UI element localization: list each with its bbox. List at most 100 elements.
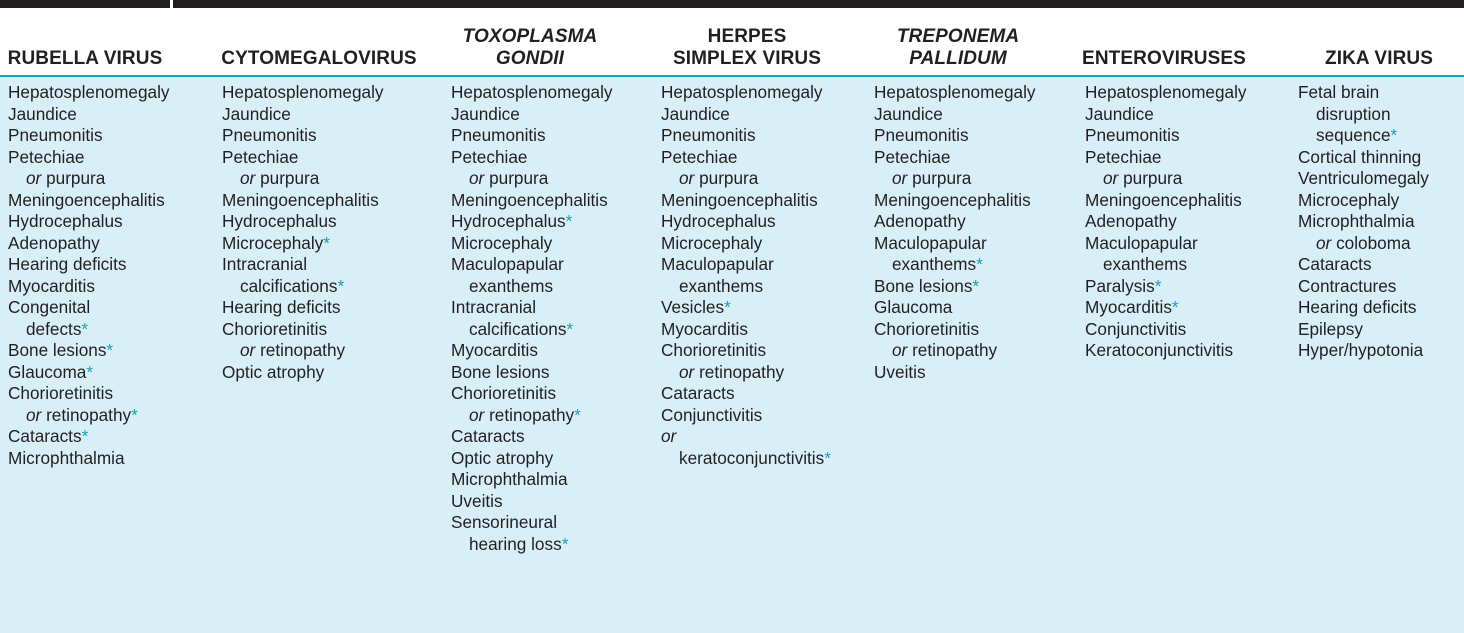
finding-item: Optic atrophy bbox=[222, 362, 383, 384]
finding-item: Jaundice bbox=[8, 104, 169, 126]
finding-line-text: Pneumonitis bbox=[1085, 125, 1180, 145]
finding-text: Hearing deficits bbox=[8, 254, 169, 276]
finding-line-text: Meningoencephalitis bbox=[222, 189, 379, 210]
finding-text: Optic atrophy bbox=[451, 448, 612, 470]
asterisk-marker: * bbox=[724, 297, 731, 317]
finding-text: Hearing deficits bbox=[1298, 297, 1429, 319]
finding-item: Maculopapular exanthems bbox=[661, 254, 831, 297]
finding-text: Microcephaly bbox=[661, 233, 831, 255]
finding-continuation: sequence* bbox=[1298, 125, 1429, 147]
finding-continuation: or retinopathy bbox=[661, 362, 831, 384]
finding-line-text: Hearing deficits bbox=[1298, 297, 1417, 317]
finding-line-text: or purpura bbox=[892, 168, 971, 188]
or-conjunction: or bbox=[240, 168, 256, 188]
finding-text: Petechiae bbox=[874, 147, 1035, 169]
finding-line-text: Microphthalmia bbox=[451, 469, 568, 489]
finding-text: Maculopapular bbox=[451, 254, 612, 276]
finding-item: Cataracts* bbox=[8, 426, 169, 448]
finding-text: Petechiae bbox=[1085, 147, 1246, 169]
finding-continuation: or coloboma bbox=[1298, 233, 1429, 255]
finding-item: Hyper/hypotonia bbox=[1298, 340, 1429, 362]
finding-item: Petechiae or purpura bbox=[222, 147, 383, 190]
finding-line-text: sequence bbox=[1316, 125, 1391, 145]
finding-item: Myocarditis* bbox=[1085, 297, 1246, 319]
finding-line-text: Jaundice bbox=[222, 103, 291, 124]
table-header-row: RUBELLA VIRUS CYTOMEGALOVIRUS TOXOPLASMA GO… bbox=[0, 8, 1464, 75]
finding-line-text: Maculopapular bbox=[874, 232, 987, 253]
finding-text: Hydrocephalus bbox=[222, 211, 383, 233]
or-conjunction: or bbox=[1316, 232, 1332, 253]
finding-text: Microcephaly* bbox=[222, 233, 383, 255]
finding-item: Bone lesions bbox=[451, 362, 612, 384]
finding-line-text: Microcephaly bbox=[1298, 189, 1400, 210]
finding-line-text: Meningoencephalitis bbox=[1085, 189, 1242, 210]
column-zika-virus: Fetal brain disruption sequence* Cortical t… bbox=[1298, 82, 1429, 362]
finding-line-text: exanthems bbox=[892, 254, 977, 274]
finding-line-text: Hydrocephalus bbox=[222, 211, 337, 231]
finding-item: Keratoconjunctivitis bbox=[1085, 340, 1246, 362]
finding-item: Uveitis bbox=[451, 491, 612, 513]
column-header-line: SIMPLEX VIRUS bbox=[672, 48, 822, 69]
header-rule bbox=[0, 75, 1464, 77]
finding-line-text: or retinopathy bbox=[679, 362, 784, 382]
finding-line-text: Hepatosplenomegaly bbox=[451, 82, 613, 102]
finding-text: Meningoencephalitis bbox=[222, 190, 383, 212]
finding-line-text: Hepatosplenomegaly bbox=[222, 82, 384, 102]
finding-line-text: Hepatosplenomegaly bbox=[1085, 82, 1247, 102]
asterisk-marker: * bbox=[976, 254, 983, 274]
finding-text: Contractures bbox=[1298, 276, 1429, 298]
top-border-bar bbox=[0, 0, 1464, 8]
finding-item: Pneumonitis bbox=[8, 125, 169, 147]
top-border-notch bbox=[170, 0, 173, 8]
finding-text: Hydrocephalus bbox=[661, 211, 831, 233]
finding-line-text: Jaundice bbox=[874, 103, 943, 124]
finding-text: Optic atrophy bbox=[222, 362, 383, 384]
finding-text: Cortical thinning bbox=[1298, 147, 1429, 169]
finding-line-text: Petechiae bbox=[451, 146, 528, 167]
finding-line-text: Cortical thinning bbox=[1298, 146, 1422, 167]
finding-text: Congenital bbox=[8, 297, 169, 319]
finding-item: Maculopapular exanthems bbox=[1085, 233, 1246, 276]
finding-text: Intracranial bbox=[451, 297, 612, 319]
finding-line-text: Pneumonitis bbox=[451, 125, 546, 145]
finding-text: Myocarditis bbox=[661, 319, 831, 341]
finding-line-text: Microcephaly bbox=[661, 232, 763, 253]
finding-item: Adenopathy bbox=[874, 211, 1035, 233]
asterisk-marker: * bbox=[323, 232, 330, 253]
column-header-treponema-pallidum: TREPONEMA PALLIDUM bbox=[818, 26, 1098, 70]
finding-line-text: Cataracts bbox=[451, 426, 525, 446]
finding-line-text: Jaundice bbox=[661, 103, 730, 124]
finding-line-text: Jaundice bbox=[8, 103, 77, 124]
finding-line-text: Conjunctivitis bbox=[1085, 318, 1187, 339]
column-treponema-pallidum: Hepatosplenomegaly Jaundice Pneumonitis Pet… bbox=[874, 82, 1035, 383]
finding-text: Jaundice bbox=[661, 104, 831, 126]
finding-text: Jaundice bbox=[451, 104, 612, 126]
finding-line-text: Hepatosplenomegaly bbox=[8, 82, 170, 102]
finding-item: Microcephaly bbox=[1298, 190, 1429, 212]
column-herpes-simplex-virus: Hepatosplenomegaly Jaundice Pneumonitis Pet… bbox=[661, 82, 831, 469]
finding-text: Glaucoma* bbox=[8, 362, 169, 384]
finding-line-text: Microcephaly bbox=[222, 232, 324, 253]
line-text: retinopathy bbox=[484, 404, 575, 425]
finding-line-text: keratoconjunctivitis bbox=[679, 447, 825, 468]
asterisk-marker: * bbox=[1154, 275, 1162, 296]
finding-text: Chorioretinitis bbox=[451, 383, 612, 405]
finding-text: Bone lesions* bbox=[8, 340, 169, 362]
finding-text: Pneumonitis bbox=[222, 125, 383, 147]
finding-text: Hepatosplenomegaly bbox=[8, 82, 169, 104]
asterisk-marker: * bbox=[337, 275, 345, 296]
finding-line-text: disruption bbox=[1316, 103, 1391, 124]
column-header-enteroviruses: ENTEROVIRUSES bbox=[1024, 48, 1304, 70]
finding-line-text: Adenopathy bbox=[1085, 211, 1177, 231]
finding-text: Chorioretinitis bbox=[8, 383, 169, 405]
finding-text: Sensorineural bbox=[451, 512, 612, 534]
column-header-line: TOXOPLASMA bbox=[462, 26, 598, 47]
finding-text: Jaundice bbox=[874, 104, 1035, 126]
finding-continuation: keratoconjunctivitis* bbox=[661, 448, 831, 470]
finding-item: Hydrocephalus bbox=[661, 211, 831, 233]
column-header-line: ZIKA VIRUS bbox=[1325, 48, 1433, 69]
finding-line-text: calcifications bbox=[469, 318, 567, 339]
finding-line-text: Ventriculomegaly bbox=[1298, 168, 1429, 188]
finding-text: Adenopathy bbox=[1085, 211, 1246, 233]
asterisk-marker: * bbox=[1171, 297, 1179, 317]
